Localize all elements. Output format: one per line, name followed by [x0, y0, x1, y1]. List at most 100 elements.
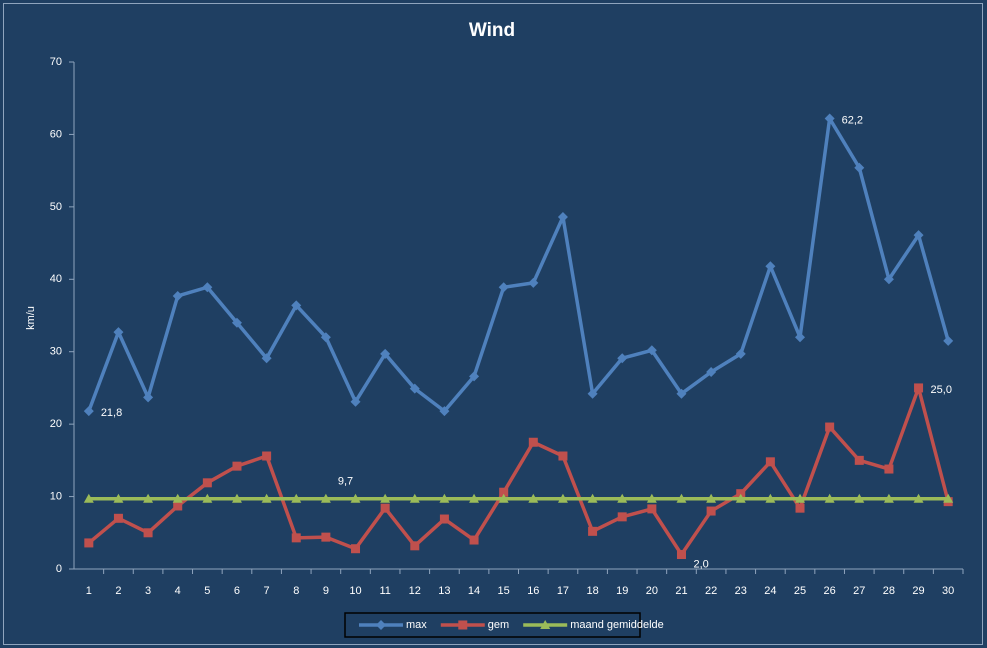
marker — [884, 464, 894, 474]
x-tick-label: 7 — [264, 585, 270, 597]
marker — [795, 332, 806, 343]
marker — [943, 493, 954, 503]
marker — [409, 493, 420, 503]
marker — [706, 506, 716, 516]
y-tick-label: 20 — [50, 418, 62, 430]
x-tick-label: 11 — [379, 585, 390, 597]
marker — [540, 620, 551, 629]
x-tick-label: 3 — [145, 585, 151, 597]
marker — [202, 493, 213, 503]
marker — [202, 282, 213, 293]
marker — [291, 493, 302, 503]
y-tick-label: 30 — [50, 346, 62, 358]
marker — [262, 451, 272, 461]
marker — [320, 332, 331, 343]
legend-label: maand gemiddelde — [570, 619, 664, 631]
marker — [380, 348, 391, 359]
x-tick-label: 28 — [883, 585, 895, 597]
x-tick-label: 15 — [498, 585, 510, 597]
y-tick-label: 40 — [50, 273, 62, 285]
x-tick-label: 29 — [912, 585, 924, 597]
x-tick-label: 25 — [794, 585, 806, 597]
x-tick-label: 17 — [557, 585, 569, 597]
marker — [825, 422, 835, 432]
data-label: 25,0 — [931, 384, 952, 396]
marker — [231, 317, 242, 328]
marker — [617, 353, 628, 364]
marker — [706, 493, 717, 503]
marker — [320, 493, 331, 503]
x-tick-label: 1 — [86, 585, 92, 597]
x-tick-label: 4 — [175, 585, 181, 597]
marker — [143, 392, 154, 403]
marker — [83, 493, 94, 503]
marker — [350, 493, 361, 503]
marker — [143, 528, 153, 538]
data-label: 9,7 — [338, 476, 353, 488]
x-tick-label: 6 — [234, 585, 240, 597]
marker — [469, 493, 480, 503]
marker — [84, 538, 94, 548]
marker — [173, 501, 183, 511]
marker — [913, 230, 924, 241]
marker — [113, 513, 123, 523]
marker — [765, 261, 776, 272]
marker — [795, 493, 806, 503]
marker — [350, 396, 361, 407]
marker — [143, 493, 154, 503]
marker — [617, 512, 627, 522]
x-tick-label: 18 — [586, 585, 598, 597]
marker — [380, 493, 391, 503]
x-tick-label: 9 — [323, 585, 329, 597]
marker — [291, 300, 302, 311]
marker — [854, 455, 864, 465]
marker — [113, 493, 124, 503]
data-label: 2,0 — [693, 558, 708, 570]
x-tick-label: 2 — [115, 585, 121, 597]
y-tick-label: 50 — [50, 201, 62, 213]
marker — [735, 493, 746, 503]
marker — [498, 282, 509, 293]
marker — [458, 620, 468, 630]
x-tick-label: 10 — [349, 585, 361, 597]
marker — [376, 620, 386, 630]
marker — [291, 533, 301, 543]
marker — [469, 535, 479, 545]
x-tick-label: 27 — [853, 585, 865, 597]
y-tick-label: 70 — [50, 56, 62, 68]
series-line — [87, 116, 950, 413]
marker — [469, 371, 480, 382]
x-tick-label: 22 — [705, 585, 717, 597]
marker — [231, 493, 242, 503]
marker — [202, 478, 212, 488]
marker — [676, 388, 687, 399]
x-tick-label: 24 — [764, 585, 776, 597]
y-tick-label: 60 — [50, 128, 62, 140]
marker — [587, 388, 598, 399]
x-tick-label: 30 — [942, 585, 954, 597]
marker — [765, 457, 775, 467]
marker — [410, 541, 420, 551]
marker — [587, 493, 598, 503]
marker — [528, 437, 538, 447]
marker — [261, 353, 272, 364]
marker — [499, 487, 509, 497]
marker — [646, 345, 657, 356]
marker — [232, 461, 242, 471]
marker — [765, 493, 776, 503]
y-tick-label: 10 — [50, 490, 62, 502]
marker — [676, 550, 686, 560]
marker — [557, 493, 568, 503]
marker — [113, 327, 124, 338]
marker — [321, 532, 331, 542]
marker — [409, 383, 420, 394]
marker — [883, 493, 894, 503]
x-tick-label: 5 — [204, 585, 210, 597]
x-tick-label: 13 — [438, 585, 450, 597]
marker — [83, 406, 94, 417]
marker — [824, 113, 835, 124]
marker — [647, 504, 657, 514]
marker — [617, 493, 628, 503]
